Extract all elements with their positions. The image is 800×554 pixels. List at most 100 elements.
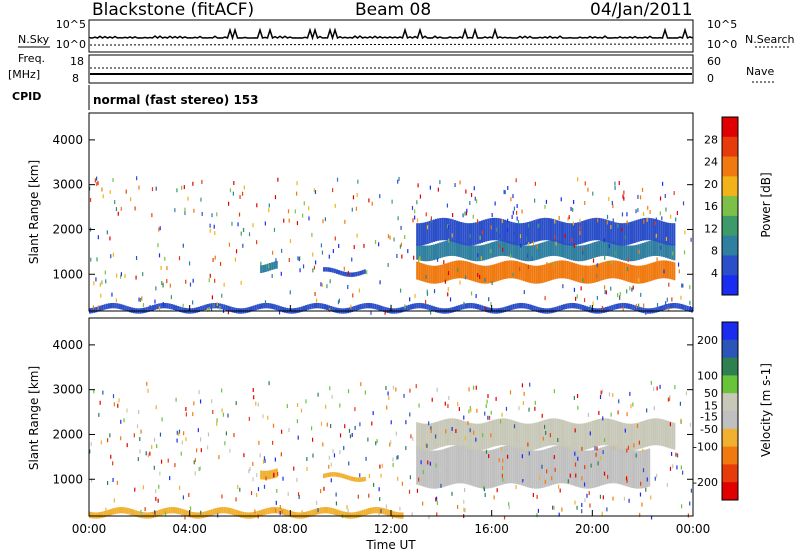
scatter-echo-mark — [582, 278, 584, 283]
scatter-echo-mark — [430, 216, 432, 221]
scatter-echo-mark — [622, 194, 624, 199]
scatter-echo-mark — [426, 225, 429, 230]
scatter-band-cell — [543, 419, 546, 447]
scatter-echo-mark — [574, 500, 576, 505]
scatter-echo-mark — [617, 410, 619, 415]
scatter-band-cell — [174, 507, 178, 514]
scatter-echo-mark — [579, 230, 581, 235]
scatter-band-cell — [491, 242, 494, 258]
scatter-band-cell — [575, 245, 578, 262]
colorbar-tick-label: -15 — [700, 410, 718, 423]
scatter-echo-mark — [525, 237, 528, 242]
scatter-echo-mark — [130, 197, 132, 202]
scatter-echo-mark — [316, 298, 318, 303]
scatter-echo-mark — [287, 492, 289, 497]
scatter-echo-mark — [448, 238, 450, 243]
x-tick-label: 00:00 — [72, 522, 107, 536]
scatter-echo-mark — [486, 399, 488, 404]
scatter-band-cell — [348, 272, 351, 277]
scatter-band-cell — [277, 305, 280, 311]
scatter-band-cell — [447, 218, 450, 241]
scatter-band-cell — [464, 243, 467, 259]
scatter-echo-mark — [101, 187, 103, 192]
scatter-echo-mark — [626, 475, 628, 480]
scatter-echo-mark — [326, 284, 328, 289]
scatter-echo-mark — [671, 297, 673, 302]
scatter-band-cell — [210, 303, 213, 309]
scatter-band-cell — [585, 422, 588, 450]
scatter-band-cell — [116, 303, 119, 309]
scatter-band-cell — [614, 445, 617, 484]
scatter-echo-mark — [332, 249, 334, 254]
scatter-band-cell — [439, 242, 442, 259]
scatter-echo-mark — [263, 484, 266, 489]
scatter-echo-mark — [212, 257, 214, 262]
scatter-band-cell — [660, 220, 663, 244]
scatter-echo-mark — [119, 274, 122, 279]
scatter-echo-mark — [97, 181, 99, 186]
scatter-echo-mark — [427, 460, 429, 465]
scatter-band-cell — [493, 264, 496, 283]
scatter-band-cell — [565, 303, 568, 310]
scatter-echo-mark — [546, 469, 548, 474]
scatter-band-cell — [607, 306, 610, 312]
scatter-echo-mark — [455, 429, 457, 434]
scatter-band-cell — [558, 445, 561, 484]
scatter-echo-mark — [682, 470, 684, 475]
scatter-echo-mark — [387, 234, 390, 239]
scatter-band-cell — [516, 303, 519, 309]
scatter-band-cell — [359, 510, 362, 517]
scatter-band-cell — [135, 510, 138, 517]
scatter-band-cell — [200, 306, 203, 312]
scatter-band-cell — [566, 243, 569, 259]
scatter-band-cell — [656, 418, 659, 446]
scatter-echo-mark — [100, 293, 102, 298]
scatter-band-cell — [307, 511, 310, 518]
scatter-echo-mark — [451, 491, 453, 496]
scatter-band-cell — [476, 304, 480, 310]
scatter-echo-mark — [606, 474, 609, 479]
scatter-band-cell — [600, 447, 603, 486]
scatter-echo-mark — [199, 466, 201, 471]
scatter-echo-mark — [527, 442, 529, 447]
scatter-echo-mark — [160, 265, 162, 270]
scatter-band-cell — [621, 244, 624, 261]
scatter-echo-mark — [324, 404, 327, 409]
scatter-band-cell — [579, 423, 582, 451]
scatter-band-cell — [296, 307, 299, 314]
scatter-band-cell — [478, 423, 481, 451]
scatter-band-cell — [388, 509, 391, 517]
scatter-echo-mark — [233, 433, 235, 438]
y-tick-label: 3000 — [52, 383, 83, 397]
scatter-echo-mark — [332, 188, 334, 193]
scatter-band-cell — [216, 303, 220, 309]
scatter-band-cell — [378, 507, 381, 514]
scatter-echo-mark — [176, 438, 178, 443]
scatter-band-cell — [330, 306, 333, 312]
scatter-echo-mark — [601, 305, 603, 310]
scatter-echo-mark — [259, 453, 261, 458]
scatter-echo-mark — [521, 383, 524, 388]
scatter-echo-mark — [334, 236, 336, 241]
scatter-band-cell — [589, 265, 592, 284]
scatter-echo-mark — [154, 299, 156, 304]
scatter-echo-mark — [338, 244, 340, 249]
scatter-band-cell — [372, 303, 375, 309]
freq-tick-left-top: 18 — [70, 55, 84, 68]
scatter-echo-mark — [379, 464, 381, 469]
scatter-band-cell — [570, 223, 573, 246]
scatter-band-cell — [346, 307, 350, 314]
scatter-band-cell — [621, 422, 624, 450]
scatter-band-cell — [616, 421, 619, 449]
scatter-band-cell — [660, 419, 663, 446]
scatter-band-cell — [466, 446, 469, 485]
scatter-echo-mark — [682, 283, 684, 288]
scatter-band-cell — [558, 418, 561, 446]
scatter-band-cell — [574, 448, 578, 487]
scatter-echo-mark — [314, 190, 317, 195]
scatter-echo-mark — [536, 494, 538, 499]
scatter-echo-mark — [464, 436, 466, 441]
scatter-echo-mark — [581, 509, 583, 514]
scatter-band-cell — [602, 446, 605, 485]
scatter-band-cell — [260, 509, 264, 516]
